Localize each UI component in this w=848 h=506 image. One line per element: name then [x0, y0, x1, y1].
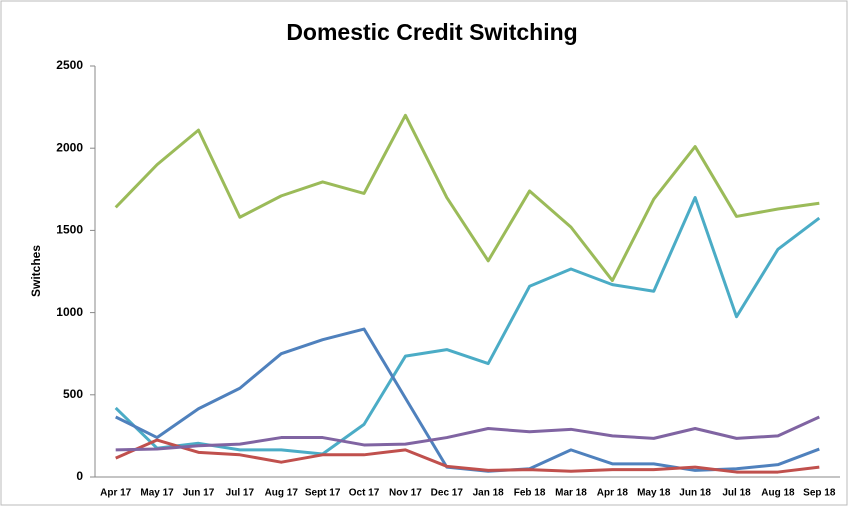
x-tick-label: Oct 17 [349, 488, 380, 499]
x-tick-label: Nov 17 [389, 488, 422, 499]
x-tick-label: May 18 [637, 488, 671, 499]
series-line [114, 113, 820, 283]
x-tick-label: Aug 17 [265, 488, 299, 499]
x-tick-label: Jan 18 [473, 488, 505, 499]
series-line [114, 196, 821, 456]
x-tick-label: Feb 18 [514, 488, 546, 499]
x-tick-label: Jul 18 [722, 488, 751, 499]
x-tick-label: Jun 17 [183, 488, 215, 499]
y-tick-label: 500 [63, 387, 83, 401]
series-line [115, 415, 820, 452]
y-tick-label: 0 [76, 469, 83, 483]
y-tick-label: 2000 [56, 140, 83, 154]
x-tick-label: Sep 18 [803, 488, 836, 499]
y-tick-label: 1000 [56, 305, 83, 319]
x-tick-label: Sept 17 [305, 488, 341, 499]
x-tick-label: Apr 17 [100, 488, 132, 499]
chart-title: Domestic Credit Switching [286, 19, 577, 45]
x-tick-label: Dec 17 [431, 488, 464, 499]
y-axis-label: Switches [29, 245, 43, 297]
x-tick-label: May 17 [140, 488, 174, 499]
x-tick-label: Mar 18 [555, 488, 587, 499]
x-tick-label: Jul 17 [226, 488, 255, 499]
x-tick-label: Apr 18 [597, 488, 629, 499]
x-tick-label: Jun 18 [679, 488, 711, 499]
y-tick-label: 1500 [56, 223, 83, 237]
x-tick-label: Aug 18 [761, 488, 795, 499]
y-tick-label: 2500 [56, 58, 83, 72]
series-line [115, 438, 820, 474]
